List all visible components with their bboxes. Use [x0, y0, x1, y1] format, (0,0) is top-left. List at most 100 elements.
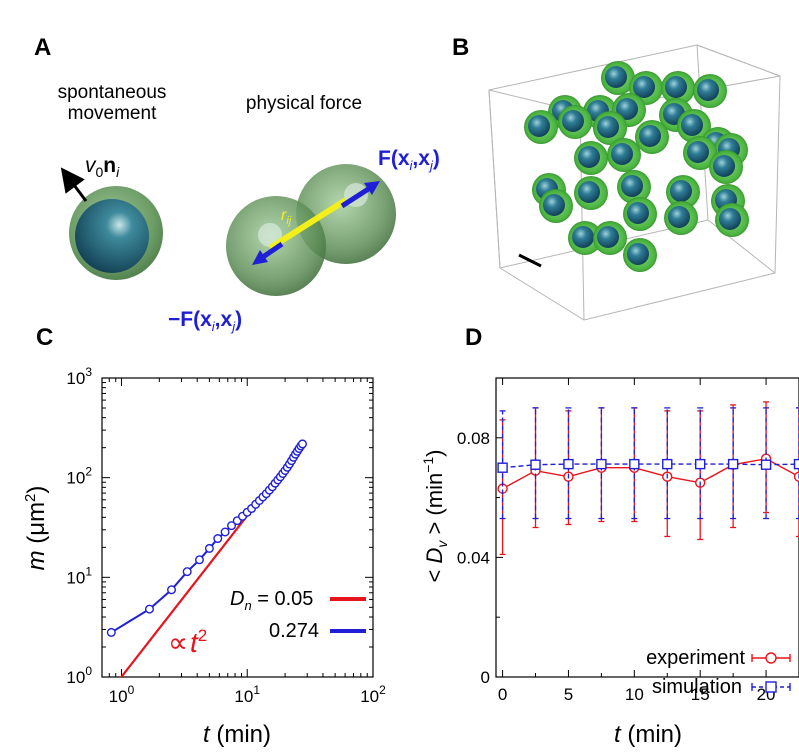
cell-sphere [574, 141, 608, 175]
cell-sphere [683, 136, 717, 170]
cell-sphere [715, 203, 749, 237]
chart-c-xlabel: t (min) [203, 721, 271, 748]
cell-sphere [635, 120, 669, 154]
data-point [167, 585, 177, 595]
series-line-experiment [502, 457, 799, 490]
cell-sphere [709, 150, 743, 184]
data-point [144, 604, 154, 614]
cell-sphere [539, 189, 573, 223]
cell-sphere [568, 221, 602, 255]
x-tick-label: 5 [564, 685, 573, 704]
x-tick-label: 10 [625, 685, 644, 704]
rij-label: rij [281, 207, 292, 227]
cell-sphere [558, 105, 592, 139]
cell-sphere [666, 175, 700, 209]
data-point [760, 459, 772, 470]
data-point [297, 439, 307, 449]
legend-marker [765, 652, 777, 664]
cell-sphere [693, 74, 727, 108]
cell-sphere [524, 110, 558, 144]
chart-c-plot [106, 439, 307, 677]
cell-sphere [617, 170, 651, 204]
data-point [629, 458, 640, 470]
panel-b-label: B [452, 34, 469, 61]
scale-bar [518, 253, 542, 268]
v0-arrow [60, 167, 88, 202]
cell-sphere [601, 61, 635, 95]
cell-sphere [593, 221, 627, 255]
force-arrow-pos-head [364, 181, 380, 195]
cell-sphere [607, 138, 641, 172]
chart-d-ylabel: < Dv > (min−1) [420, 449, 450, 582]
data-point [204, 543, 214, 553]
force-pos-label: F(xi,xj) [378, 147, 440, 173]
data-point [727, 458, 739, 470]
data-point [220, 527, 230, 537]
y-tick-label: 103 [66, 365, 92, 388]
data-point [227, 521, 237, 531]
y-tick-label: 0.04 [457, 548, 490, 567]
panel-b: B [452, 34, 781, 321]
x-tick-label: 15 [691, 685, 710, 704]
data-point [563, 458, 574, 470]
cell-cloud [524, 61, 749, 272]
x-tick-label: 101 [234, 683, 260, 706]
data-point [497, 462, 508, 473]
y-tick-label: 101 [66, 564, 92, 587]
cell-sphere [623, 197, 657, 231]
v0n-label: v0ni [85, 154, 120, 180]
caption-physical-force: physical force [246, 93, 362, 114]
legend-d-label-simulation: simulation [652, 676, 742, 698]
legend-c-label-red: Dn = 0.05 [230, 588, 313, 613]
cell-sphere [623, 238, 657, 272]
legend-c-label-blue: 0.274 [269, 620, 319, 642]
single-cell-nucleus [75, 199, 149, 273]
cell-sphere [661, 71, 695, 105]
data-point [106, 627, 116, 637]
force-neg-label: −F(xi,xj) [168, 308, 242, 334]
y-tick-label: 0.08 [457, 429, 490, 448]
rij-line [268, 197, 348, 251]
data-point [194, 555, 204, 565]
data-point [793, 471, 799, 482]
cell-sphere [574, 176, 608, 210]
data-point [694, 458, 706, 470]
cell-sphere [677, 109, 711, 143]
legend-marker [765, 681, 777, 693]
x-tick-label: 102 [360, 683, 386, 706]
data-point [662, 458, 673, 470]
panel-d-label: D [465, 324, 482, 351]
x-tick-label: 100 [109, 683, 135, 706]
y-tick-label: 100 [66, 664, 92, 687]
legend-d-markers [751, 652, 791, 693]
data-point [596, 458, 607, 470]
data-point [793, 458, 799, 470]
chart-c-ylabel: m (μm2) [22, 486, 50, 571]
series-line-simulation [502, 463, 799, 469]
y-tick-label: 0 [481, 668, 490, 687]
cell-sphere [593, 111, 627, 145]
panel-c-label: C [36, 324, 53, 351]
data-point [213, 534, 223, 544]
chart-d-xlabel: t (min) [614, 721, 682, 748]
force-arrow-pos [340, 183, 375, 209]
caption-movement: movement [68, 103, 157, 124]
panel-a: A spontaneous movement physical force v0… [34, 34, 440, 334]
data-point [182, 567, 192, 577]
panel-a-label: A [34, 34, 51, 61]
chart-c-frame [101, 377, 374, 678]
x-tick-label: 0 [498, 685, 507, 704]
y-tick-label: 102 [66, 465, 92, 488]
caption-spontaneous: spontaneous [58, 82, 167, 103]
data-point [530, 459, 541, 470]
cell-sphere [664, 201, 698, 235]
chart-d-frame [495, 377, 799, 678]
force-arrow-neg-head [252, 250, 268, 265]
chart-d-plot [497, 401, 799, 556]
chart-c-ticks: 100 101 102 100 101 102 103 [66, 365, 386, 706]
legend-d-label-experiment: experiment [646, 647, 745, 669]
t-squared-annotation: ∝t2 [168, 626, 207, 658]
